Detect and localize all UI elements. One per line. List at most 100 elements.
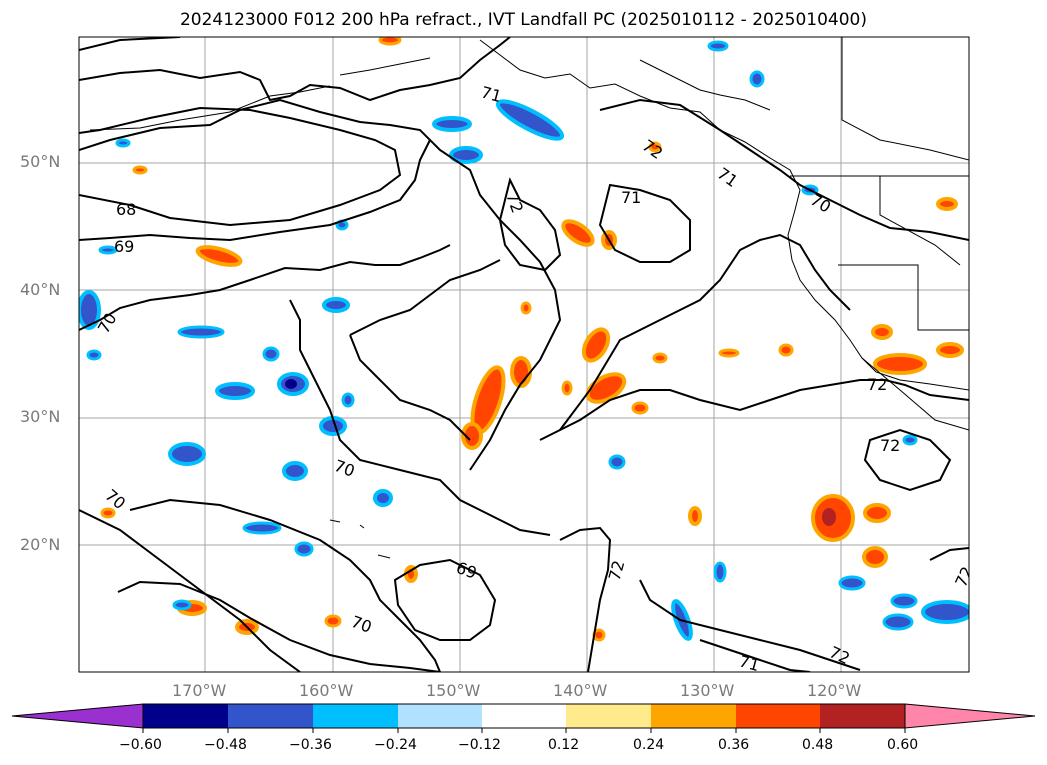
positive-patch [520, 301, 532, 315]
map-background [79, 37, 969, 672]
positive-patch [461, 422, 483, 450]
lat-label-30n: 30°N [20, 407, 61, 426]
colorbar-tick: 0.36 [718, 737, 750, 753]
contour-label: 72 [867, 375, 887, 394]
colorbar-segment [398, 704, 482, 728]
contour-label: 69 [114, 237, 134, 256]
colorbar-tick: −0.24 [374, 737, 417, 753]
colorbar-segment [482, 704, 566, 728]
positive-patch [195, 245, 243, 267]
negative-patch [215, 382, 255, 400]
contour-label: 72 [951, 563, 977, 589]
negative-patch [449, 146, 483, 164]
lon-label-160w: 160°W [299, 681, 354, 700]
positive-patch [652, 352, 668, 364]
refractivity-contours [79, 37, 969, 672]
colorbar-segment [313, 704, 398, 728]
colorbar-tick: −0.36 [289, 737, 332, 753]
negative-patch [282, 461, 308, 481]
negative-patch [713, 561, 727, 583]
positive-patch [778, 343, 794, 357]
colorbar-segment [566, 704, 651, 728]
colorbar-tick: 0.60 [887, 737, 919, 753]
positive-patch [631, 401, 649, 415]
contour-label: 71 [479, 83, 504, 107]
positive-patch [581, 327, 611, 363]
positive-patch [561, 219, 595, 247]
map-panel: 71 72 71 71 70 72 68 69 70 70 70 69 72 7… [78, 36, 977, 676]
negative-patch [495, 99, 565, 141]
colorbar-segment [736, 704, 820, 728]
positive-patch [510, 356, 532, 388]
negative-patch [890, 593, 918, 609]
positive-patch [718, 348, 740, 358]
lon-label-130w: 130°W [680, 681, 735, 700]
negative-patch [115, 138, 131, 148]
positive-patch [862, 546, 888, 568]
colorbar-tick: 0.12 [548, 737, 580, 753]
positive-patch [378, 37, 402, 46]
colorbar-extend-right [904, 703, 1036, 729]
positive-patch [100, 507, 116, 519]
colorbar-segment [143, 704, 228, 728]
negative-patch [285, 379, 297, 389]
positive-patch [871, 324, 893, 340]
negative-patch [172, 599, 192, 611]
lon-label-140w: 140°W [553, 681, 608, 700]
graticule [79, 37, 969, 672]
contour-label: 68 [116, 200, 136, 219]
negative-patch [707, 40, 729, 52]
negative-patch [341, 392, 355, 408]
lat-label-40n: 40°N [20, 280, 61, 299]
lat-label-50n: 50°N [20, 152, 61, 171]
positive-anomaly-patches [100, 37, 964, 642]
negative-patch [373, 489, 393, 507]
positive-patch [936, 342, 964, 358]
negative-patch [98, 245, 118, 255]
negative-patch [749, 70, 765, 88]
colorbar-segment [228, 704, 313, 728]
colorbar-tick: −0.12 [458, 737, 501, 753]
colorbar-tick: 0.24 [633, 737, 665, 753]
coastlines [89, 37, 969, 559]
negative-patch [902, 434, 918, 446]
negative-patch [608, 454, 626, 470]
colorbar-tick: −0.60 [119, 737, 162, 753]
negative-patch [294, 541, 314, 557]
lat-label-20n: 20°N [20, 535, 61, 554]
negative-patch [79, 290, 101, 330]
negative-patch [168, 442, 206, 466]
positive-patch [648, 141, 662, 153]
map-title: 2024123000 F012 200 hPa refract., IVT La… [179, 10, 867, 30]
positive-patch [585, 372, 627, 404]
positive-patch [688, 506, 702, 526]
negative-patch [838, 575, 866, 591]
contour-label: 71 [737, 652, 762, 676]
colorbar-tick: 0.48 [802, 737, 834, 753]
positive-patch [324, 614, 342, 628]
lon-label-170w: 170°W [172, 681, 227, 700]
colorbar-segment [820, 704, 905, 728]
positive-patch [561, 380, 573, 396]
map-frame [78, 36, 970, 673]
negative-patch [882, 613, 914, 631]
positive-patch [822, 508, 836, 526]
negative-patch [432, 116, 472, 132]
negative-anomaly-patches [79, 40, 969, 641]
lon-label-120w: 120°W [807, 681, 862, 700]
positive-patch [132, 165, 148, 175]
positive-patch [863, 503, 891, 523]
colorbar-extend-left [11, 703, 144, 729]
positive-patch [873, 353, 927, 375]
negative-patch [322, 297, 350, 313]
contour-label: 71 [621, 188, 641, 207]
contour-label: 72 [880, 436, 900, 455]
negative-patch [921, 600, 969, 624]
positive-patch [936, 197, 958, 211]
contour-label: 72 [605, 558, 629, 583]
negative-patch [262, 346, 280, 362]
negative-patch [86, 349, 102, 361]
negative-patch [177, 325, 225, 339]
colorbar [11, 703, 1036, 733]
